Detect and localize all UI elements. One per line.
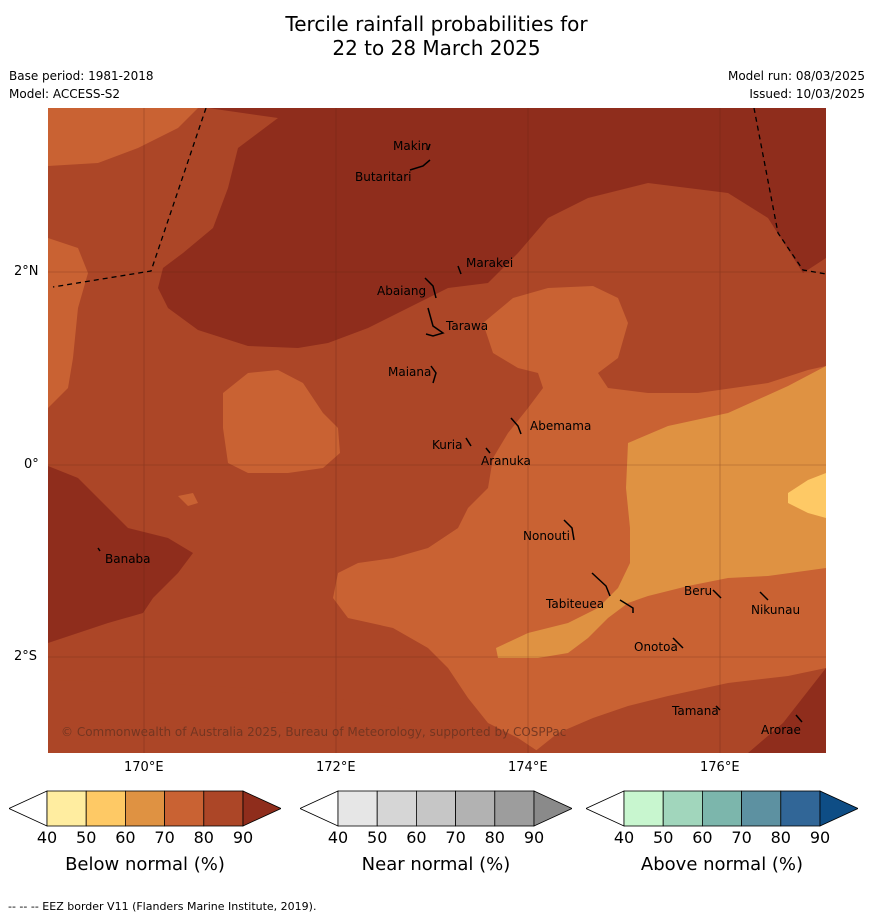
label-butaritari: Butaritari xyxy=(355,170,412,184)
label-arorae: Arorae xyxy=(761,723,801,737)
below-normal-swatch xyxy=(85,790,126,827)
region-60-70-central xyxy=(333,286,826,753)
near-normal-swatch xyxy=(455,790,496,827)
above-normal-extend-high xyxy=(819,790,858,827)
below-normal-swatch xyxy=(46,790,87,827)
map-title-line1: Tercile rainfall probabilities for xyxy=(285,12,588,36)
near-normal-swatch xyxy=(376,790,417,827)
near-normal-tick-label: 60 xyxy=(406,828,427,847)
gridlines xyxy=(48,108,826,753)
near-normal-extend-high xyxy=(533,790,572,827)
above-normal-swatch xyxy=(780,790,821,827)
label-tarawa: Tarawa xyxy=(445,319,488,333)
lon-label-176e: 176°E xyxy=(700,760,740,775)
below-normal-legend-title: Below normal (%) xyxy=(65,854,225,875)
label-maiana: Maiana xyxy=(388,365,431,379)
label-abemama: Abemama xyxy=(530,419,591,433)
above-normal-tick-label: 70 xyxy=(731,828,752,847)
near-normal-legend-title: Near normal (%) xyxy=(361,854,511,875)
label-makin: Makin xyxy=(393,139,429,153)
above-normal-extend-low xyxy=(586,790,625,827)
model-name: Model: ACCESS-S2 xyxy=(9,87,121,101)
eez-footnote: -- -- -- EEZ border V11 (Flanders Marine… xyxy=(8,900,317,913)
region-80-90-corner xyxy=(748,668,826,753)
label-tamana: Tamana xyxy=(671,704,719,718)
above-normal-tick-label: 40 xyxy=(613,828,635,847)
below-normal-tick-label: 50 xyxy=(76,828,97,847)
above-normal-swatch xyxy=(741,790,782,827)
label-aranuka: Aranuka xyxy=(481,454,531,468)
region-70-80-south xyxy=(533,668,826,753)
map-title-line2: 22 to 28 March 2025 xyxy=(332,36,541,60)
below-normal-swatch xyxy=(125,790,166,827)
near-normal-tick-label: 90 xyxy=(523,828,545,847)
issued-date: Issued: 10/03/2025 xyxy=(749,87,865,101)
lon-label-174e: 174°E xyxy=(508,760,548,775)
above-normal-swatch xyxy=(662,790,703,827)
near-normal-colorbar xyxy=(300,790,572,827)
label-abaiang: Abaiang xyxy=(377,284,426,298)
above-normal-tick-label: 60 xyxy=(692,828,713,847)
above-normal-swatch xyxy=(702,790,743,827)
lon-label-170e: 170°E xyxy=(124,760,164,775)
above-normal-tick-label: 50 xyxy=(653,828,674,847)
near-normal-swatch xyxy=(494,790,535,827)
lon-label-172e: 172°E xyxy=(316,760,356,775)
below-normal-colorbar xyxy=(9,790,281,827)
below-normal-swatch xyxy=(203,790,244,827)
island-outlines xyxy=(97,143,803,723)
below-normal-extend-high xyxy=(242,790,281,827)
below-normal-tick-label: 70 xyxy=(154,828,175,847)
label-banaba: Banaba xyxy=(105,552,151,566)
region-80-90-west xyxy=(48,466,193,643)
region-60-70-topleft xyxy=(48,108,198,166)
label-marakei: Marakei xyxy=(466,256,513,270)
label-nikunau: Nikunau xyxy=(751,603,800,617)
below-normal-tick-label: 40 xyxy=(36,828,58,847)
lat-label-2s: 2°S xyxy=(14,649,38,664)
region-80-90-north xyxy=(158,108,826,348)
copyright-notice: © Commonwealth of Australia 2025, Bureau… xyxy=(61,725,566,739)
below-normal-tick-label: 80 xyxy=(193,828,214,847)
near-normal-extend-low xyxy=(300,790,339,827)
above-normal-tick-label: 80 xyxy=(770,828,791,847)
near-normal-tick-label: 80 xyxy=(484,828,505,847)
region-60-70-left xyxy=(48,238,88,408)
above-normal-swatch xyxy=(623,790,664,827)
above-normal-colorbar xyxy=(586,790,858,827)
lat-label-0: 0° xyxy=(24,457,39,472)
near-normal-tick-label: 50 xyxy=(367,828,388,847)
above-normal-tick-label: 90 xyxy=(809,828,831,847)
near-normal-tick-label: 70 xyxy=(445,828,466,847)
near-normal-tick-label: 40 xyxy=(327,828,349,847)
below-normal-extend-low xyxy=(9,790,48,827)
below-normal-tick-label: 90 xyxy=(232,828,254,847)
lat-label-2n: 2°N xyxy=(14,264,39,279)
label-nonouti: Nonouti xyxy=(523,529,570,543)
region-40-50 xyxy=(788,473,826,518)
region-60-70-small xyxy=(178,493,198,506)
place-labels: Makin Butaritari Marakei Abaiang Tarawa … xyxy=(105,139,801,737)
rainfall-probability-map: Makin Butaritari Marakei Abaiang Tarawa … xyxy=(48,108,826,753)
region-70-80-southwest xyxy=(48,680,533,753)
label-beru: Beru xyxy=(684,584,712,598)
label-tabiteuea: Tabiteuea xyxy=(545,597,604,611)
near-normal-swatch xyxy=(416,790,457,827)
model-run: Model run: 08/03/2025 xyxy=(727,69,865,83)
above-normal-legend-title: Above normal (%) xyxy=(640,854,804,875)
region-60-70-westblob xyxy=(223,370,340,473)
below-normal-swatch xyxy=(164,790,205,827)
below-normal-tick-label: 60 xyxy=(115,828,136,847)
label-onotoa: Onotoa xyxy=(634,640,678,654)
label-kuria: Kuria xyxy=(432,438,463,452)
near-normal-swatch xyxy=(337,790,378,827)
eez-border xyxy=(52,108,826,288)
base-period: Base period: 1981-2018 xyxy=(9,69,154,83)
region-50-60 xyxy=(496,366,826,658)
